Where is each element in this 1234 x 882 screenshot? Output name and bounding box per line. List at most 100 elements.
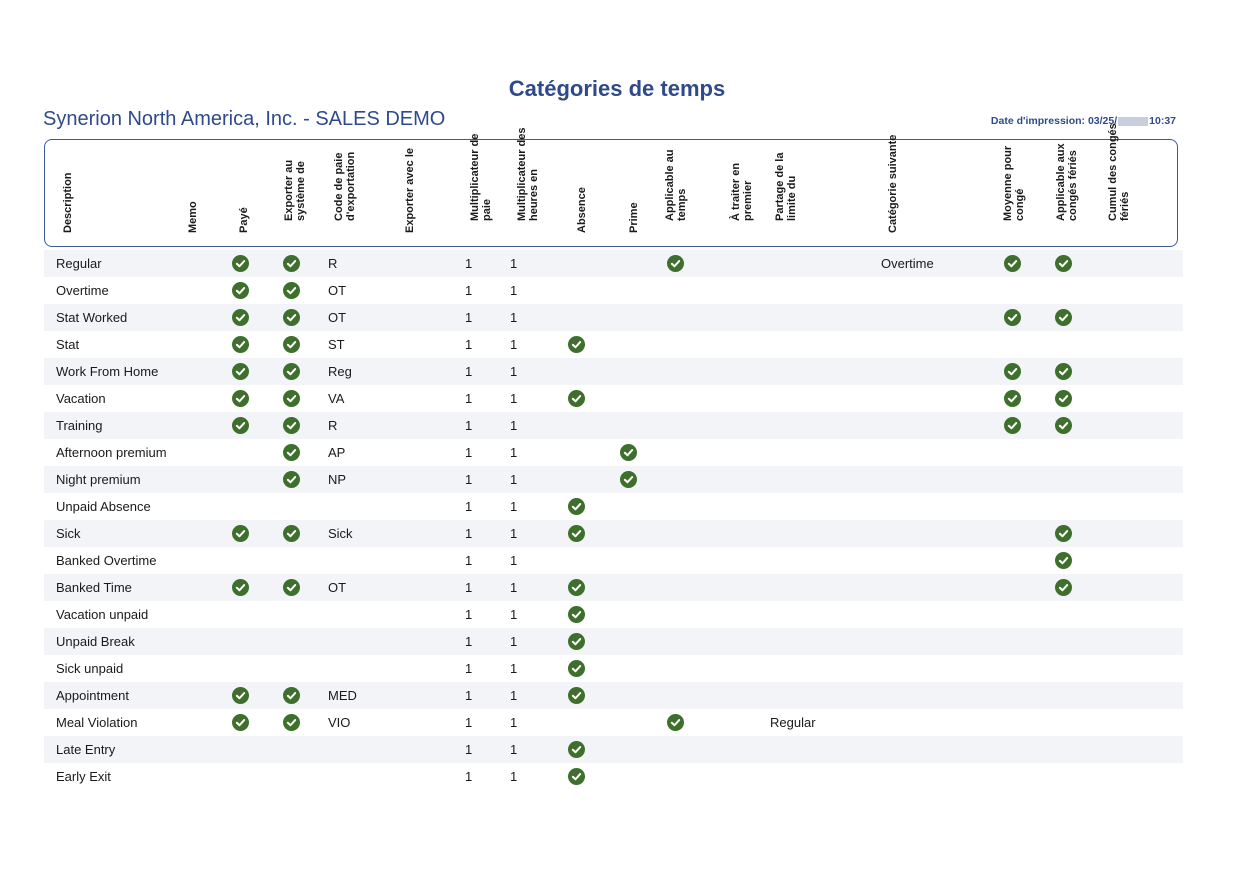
check-circle-icon — [1055, 363, 1072, 380]
column-header-label: Cumul des congés fériés — [1107, 123, 1131, 221]
table-row: Sick unpaid 1 1 — [44, 655, 1183, 682]
check-circle-icon — [568, 741, 585, 758]
cell-mult-hours: 1 — [510, 256, 518, 271]
check-circle-icon — [232, 390, 249, 407]
report-title: Catégories de temps — [508, 76, 726, 101]
cell-mult-hours: 1 — [510, 553, 518, 568]
cell-mult-pay: 1 — [465, 256, 473, 271]
column-header-label: Moyenne pour congé — [1002, 145, 1026, 221]
column-header-label: Multiplicateur de paie — [469, 133, 493, 221]
cell-mult-pay: 1 — [465, 715, 473, 730]
check-circle-icon — [1004, 390, 1021, 407]
check-circle-icon — [1055, 309, 1072, 326]
cell-description: Vacation unpaid — [56, 607, 149, 622]
cell-description: Regular — [56, 256, 102, 271]
cell-mult-pay: 1 — [465, 661, 473, 676]
cell-description: Meal Violation — [56, 715, 138, 730]
cell-mult-hours: 1 — [510, 634, 518, 649]
check-circle-icon — [283, 525, 300, 542]
table-row: Banked Overtime 1 1 — [44, 547, 1183, 574]
column-header-label: Catégorie suivante — [887, 134, 899, 233]
cell-description: Banked Time — [56, 580, 132, 595]
check-circle-icon — [568, 660, 585, 677]
cell-mult-pay: 1 — [465, 769, 473, 784]
cell-description: Sick unpaid — [56, 661, 124, 676]
cell-code: OT — [328, 310, 347, 325]
cell-description: Unpaid Absence — [56, 499, 151, 514]
cell-mult-hours: 1 — [510, 580, 518, 595]
cell-mult-pay: 1 — [465, 526, 473, 541]
cell-mult-pay: 1 — [465, 634, 473, 649]
check-circle-icon — [667, 714, 684, 731]
cell-mult-pay: 1 — [465, 688, 473, 703]
cell-mult-hours: 1 — [510, 364, 518, 379]
check-circle-icon — [568, 579, 585, 596]
table-row: Unpaid Break 1 1 — [44, 628, 1183, 655]
cell-mult-pay: 1 — [465, 337, 473, 352]
check-circle-icon — [283, 444, 300, 461]
table-row: Sick Sick 1 1 — [44, 520, 1183, 547]
column-header-label: Partage de la limite du — [774, 152, 798, 221]
check-circle-icon — [283, 282, 300, 299]
check-circle-icon — [283, 471, 300, 488]
column-header-label: Memo — [187, 201, 199, 233]
cell-mult-hours: 1 — [510, 472, 518, 487]
column-header-label: Exporter au système de — [283, 159, 307, 221]
cell-description: Vacation — [56, 391, 106, 406]
cell-code: ST — [328, 337, 345, 352]
column-header-label: Applicable au temps — [664, 149, 688, 221]
company-name: Synerion North America, Inc. - SALES DEM… — [43, 108, 446, 130]
check-circle-icon — [568, 336, 585, 353]
cell-mult-hours: 1 — [510, 661, 518, 676]
column-header-label: À traiter en premier — [730, 162, 754, 221]
check-circle-icon — [1055, 255, 1072, 272]
cell-description: Stat Worked — [56, 310, 128, 325]
cell-description: Night premium — [56, 472, 141, 487]
check-circle-icon — [283, 363, 300, 380]
check-circle-icon — [620, 471, 637, 488]
table-row: Stat ST 1 1 — [44, 331, 1183, 358]
cell-mult-pay: 1 — [465, 310, 473, 325]
redacted-year — [1118, 116, 1149, 126]
table-row: Vacation unpaid 1 1 — [44, 601, 1183, 628]
column-header-label: Applicable aux congés fériés — [1055, 143, 1079, 221]
check-circle-icon — [1055, 417, 1072, 434]
check-circle-icon — [232, 687, 249, 704]
check-circle-icon — [232, 525, 249, 542]
table-row: Stat Worked OT 1 1 — [44, 304, 1183, 331]
check-circle-icon — [1004, 363, 1021, 380]
cell-description: Unpaid Break — [56, 634, 135, 649]
check-circle-icon — [1055, 579, 1072, 596]
cell-mult-pay: 1 — [465, 499, 473, 514]
cell-description: Afternoon premium — [56, 445, 167, 460]
print-time: 10:37 — [1149, 115, 1176, 127]
check-circle-icon — [232, 336, 249, 353]
column-header-label: Absence — [576, 187, 588, 233]
cell-code: R — [328, 418, 338, 433]
check-circle-icon — [1055, 390, 1072, 407]
check-circle-icon — [283, 687, 300, 704]
cell-mult-hours: 1 — [510, 526, 518, 541]
check-circle-icon — [568, 633, 585, 650]
cell-mult-hours: 1 — [510, 607, 518, 622]
cell-code: AP — [328, 445, 346, 460]
table-row: Overtime OT 1 1 — [44, 277, 1183, 304]
cell-code: R — [328, 256, 338, 271]
cell-code: NP — [328, 472, 347, 487]
cell-mult-pay: 1 — [465, 742, 473, 757]
cell-mult-hours: 1 — [510, 310, 518, 325]
cell-code: Sick — [328, 526, 353, 541]
table-row: Regular R 1 1 Overtime — [44, 250, 1183, 277]
check-circle-icon — [568, 498, 585, 515]
cell-mult-pay: 1 — [465, 418, 473, 433]
check-circle-icon — [232, 282, 249, 299]
check-circle-icon — [232, 714, 249, 731]
check-circle-icon — [232, 255, 249, 272]
table-row: Appointment MED 1 1 — [44, 682, 1183, 709]
cell-description: Work From Home — [56, 364, 159, 379]
cell-mult-pay: 1 — [465, 391, 473, 406]
table-row: Vacation VA 1 1 — [44, 385, 1183, 412]
cell-description: Banked Overtime — [56, 553, 157, 568]
cell-code: OT — [328, 283, 347, 298]
column-header-label: Payé — [238, 207, 250, 233]
